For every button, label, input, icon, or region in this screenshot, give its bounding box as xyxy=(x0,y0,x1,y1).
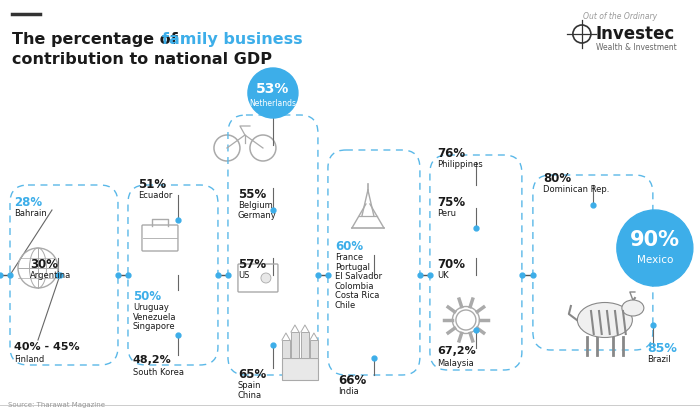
Text: Colombia: Colombia xyxy=(335,281,374,290)
Text: Uruguay: Uruguay xyxy=(133,303,169,312)
Text: 80%: 80% xyxy=(543,172,571,185)
Text: Argentina: Argentina xyxy=(30,271,71,280)
Text: Venezuela: Venezuela xyxy=(133,312,176,322)
Text: 65%: 65% xyxy=(238,368,266,381)
Text: 67,2%: 67,2% xyxy=(437,346,476,356)
FancyBboxPatch shape xyxy=(282,340,290,358)
Text: Chile: Chile xyxy=(335,300,356,310)
Text: 60%: 60% xyxy=(335,240,363,253)
Text: Source: Tharawat Magazine: Source: Tharawat Magazine xyxy=(8,402,105,408)
Text: India: India xyxy=(338,387,358,396)
FancyBboxPatch shape xyxy=(282,358,318,380)
Ellipse shape xyxy=(622,300,644,316)
Text: Costa Rica: Costa Rica xyxy=(335,291,379,300)
Text: US: US xyxy=(238,271,249,280)
Text: 76%: 76% xyxy=(437,147,465,160)
Text: Ecuador: Ecuador xyxy=(138,191,172,200)
Text: Germany: Germany xyxy=(238,210,276,220)
Circle shape xyxy=(261,273,271,283)
Text: Out of the Ordinary: Out of the Ordinary xyxy=(583,12,657,21)
FancyBboxPatch shape xyxy=(291,332,299,358)
Text: 75%: 75% xyxy=(437,196,465,209)
Text: 50%: 50% xyxy=(133,290,161,303)
Text: UK: UK xyxy=(437,271,449,280)
Text: Bahrain: Bahrain xyxy=(14,209,47,218)
Text: 40% - 45%: 40% - 45% xyxy=(14,342,80,352)
Text: 55%: 55% xyxy=(238,188,266,201)
Text: 70%: 70% xyxy=(437,258,465,271)
Text: Brazil: Brazil xyxy=(647,355,671,364)
Text: 85%: 85% xyxy=(647,342,677,355)
FancyBboxPatch shape xyxy=(310,340,318,358)
Text: Belgium: Belgium xyxy=(238,201,273,210)
Text: 90%: 90% xyxy=(630,230,680,250)
Text: 57%: 57% xyxy=(238,258,266,271)
Text: 30%: 30% xyxy=(30,258,58,271)
Text: contribution to national GDP: contribution to national GDP xyxy=(12,52,272,67)
Ellipse shape xyxy=(578,303,632,337)
Text: 28%: 28% xyxy=(14,196,42,209)
Text: Peru: Peru xyxy=(437,209,456,218)
Text: 66%: 66% xyxy=(338,374,366,387)
Text: 53%: 53% xyxy=(256,82,290,96)
Text: Netherlands: Netherlands xyxy=(249,98,296,107)
Text: Spain: Spain xyxy=(238,381,261,390)
Text: Wealth & Investment: Wealth & Investment xyxy=(596,42,677,51)
Text: 48,2%: 48,2% xyxy=(133,355,172,365)
Text: Investec: Investec xyxy=(596,25,675,43)
Circle shape xyxy=(248,68,298,118)
Text: China: China xyxy=(238,391,262,400)
FancyBboxPatch shape xyxy=(301,332,309,358)
Text: South Korea: South Korea xyxy=(133,368,184,377)
Text: The percentage of: The percentage of xyxy=(12,32,183,47)
Text: Philippines: Philippines xyxy=(437,160,483,169)
Text: Singapore: Singapore xyxy=(133,322,176,331)
Text: Mexico: Mexico xyxy=(637,255,673,265)
Text: France: France xyxy=(335,253,363,262)
Text: Portugal: Portugal xyxy=(335,263,370,271)
Text: Malaysia: Malaysia xyxy=(437,359,474,368)
Text: family business: family business xyxy=(162,32,302,47)
Text: Finland: Finland xyxy=(14,355,44,364)
Text: 51%: 51% xyxy=(138,178,166,191)
Text: Dominican Rep.: Dominican Rep. xyxy=(543,185,609,194)
Text: El Salvador: El Salvador xyxy=(335,272,382,281)
Circle shape xyxy=(617,210,693,286)
